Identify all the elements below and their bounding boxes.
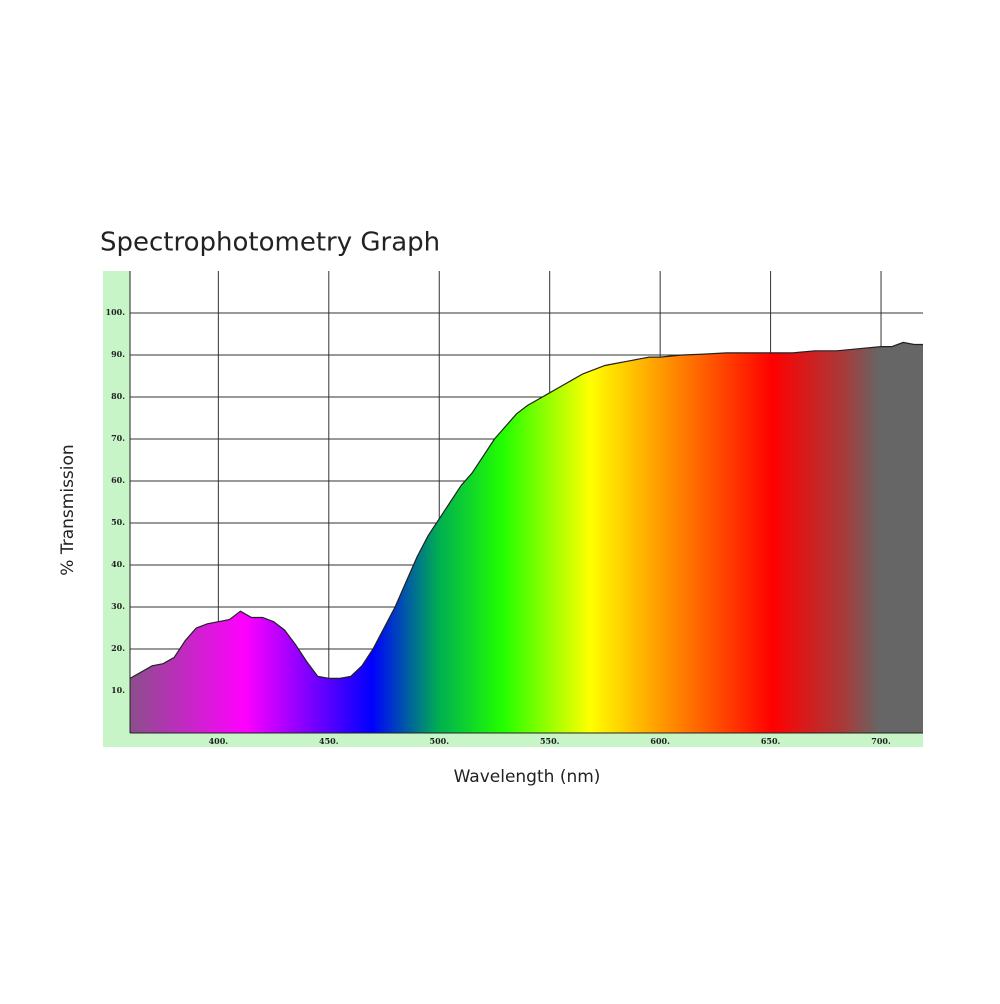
x-tick-label: 400. (209, 736, 229, 746)
x-tick-label: 450. (319, 736, 339, 746)
chart-title: Spectrophotometry Graph (100, 228, 440, 258)
area-fill (130, 342, 923, 733)
y-tick-label: 90. (111, 349, 125, 359)
x-tick-label: 700. (871, 736, 891, 746)
y-tick-label: 40. (111, 559, 125, 569)
y-tick-label: 30. (111, 601, 125, 611)
x-axis-label: Wavelength (nm) (454, 767, 601, 787)
x-tick-label: 500. (430, 736, 450, 746)
x-tick-label: 550. (540, 736, 560, 746)
x-tick-label: 600. (650, 736, 670, 746)
y-tick-label: 50. (111, 517, 125, 527)
area-outline (129, 341, 923, 679)
y-tick-label: 70. (111, 433, 125, 443)
y-tick-label: 20. (111, 643, 125, 653)
y-tick-label: 80. (111, 391, 125, 401)
y-axis-label: % Transmission (58, 444, 78, 575)
y-tick-label: 100. (106, 307, 126, 317)
x-tick-label: 650. (761, 736, 781, 746)
y-tick-label: 10. (111, 685, 125, 695)
y-tick-label: 60. (111, 475, 125, 485)
